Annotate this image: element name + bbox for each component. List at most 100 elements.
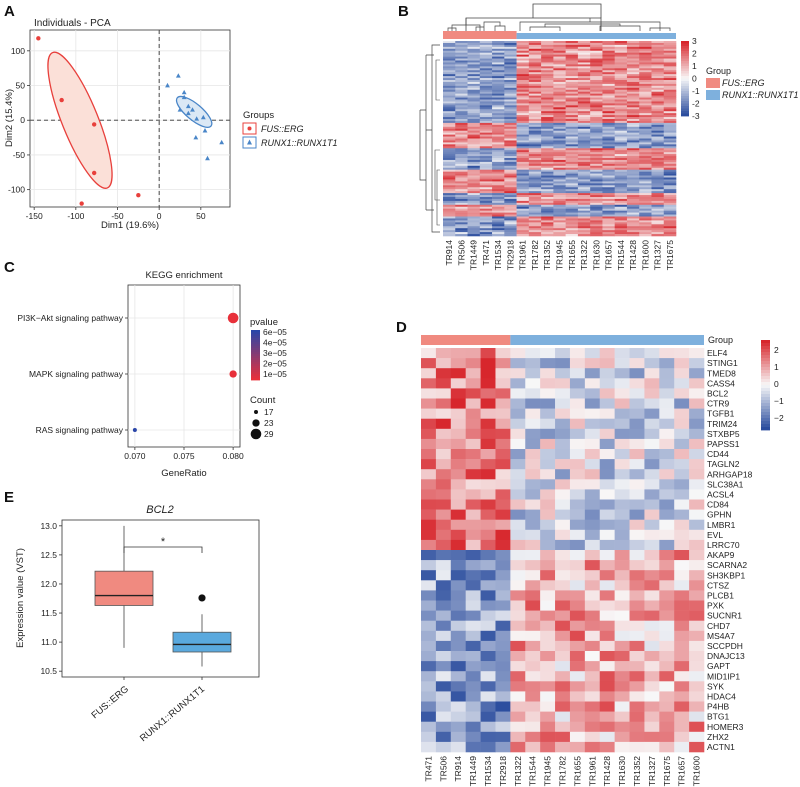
heatmap-b-cell xyxy=(541,185,554,188)
heatmap-b-cell xyxy=(504,50,517,53)
heatmap-b-cell xyxy=(516,41,530,44)
heatmap-b-cell xyxy=(565,62,579,65)
heatmap-d-cell xyxy=(659,570,675,581)
heatmap-d-cell xyxy=(629,661,645,672)
heatmap-b-cell xyxy=(565,212,579,215)
heatmap-b-cell xyxy=(492,72,505,75)
heatmap-b-cell xyxy=(516,144,530,147)
kegg-pvalue-gradient-step xyxy=(251,364,260,367)
heatmap-b-cell xyxy=(467,78,481,81)
heatmap-d-cell xyxy=(510,489,526,500)
pca-point-fus xyxy=(59,97,64,103)
heatmap-b-cell xyxy=(590,181,603,184)
heatmap-b-cell xyxy=(455,81,468,85)
heatmap-d-cell xyxy=(689,408,705,419)
heatmap-d-cell xyxy=(599,630,615,642)
heatmap-b-cell xyxy=(479,111,493,114)
heatmap-b-cell xyxy=(443,83,456,87)
heatmap-b-cell xyxy=(553,152,566,155)
heatmap-b-cell xyxy=(651,87,665,91)
heatmap-d-cell xyxy=(659,721,675,733)
heatmap-d-cell xyxy=(525,499,541,510)
heatmap-b-cell xyxy=(577,197,591,200)
heatmap-b-cell xyxy=(663,163,677,167)
heatmap-b-cell xyxy=(651,200,665,204)
heatmap-d-cell xyxy=(629,489,645,500)
heatmap-d-cell xyxy=(421,438,437,450)
heatmap-b-cell xyxy=(663,80,677,83)
heatmap-d-gene-label: CD84 xyxy=(707,500,729,510)
heatmap-b-cell xyxy=(479,138,493,141)
heatmap-d-cell xyxy=(450,570,466,581)
heatmap-b-cell xyxy=(614,117,628,120)
heatmap-b-cell xyxy=(577,177,591,180)
heatmap-b-cell xyxy=(455,115,468,118)
heatmap-b-cell xyxy=(577,148,591,151)
heatmap-b-cell xyxy=(639,185,652,188)
heatmap-b-cell xyxy=(577,124,591,128)
heatmap-b-cell xyxy=(565,138,579,141)
heatmap-b-cell xyxy=(651,187,665,190)
heatmap-b-cell xyxy=(455,220,468,223)
heatmap-d-cell xyxy=(659,671,675,682)
heatmap-b-cell xyxy=(455,179,468,182)
heatmap-b-cell xyxy=(602,124,615,128)
heatmap-d-cell xyxy=(629,438,645,450)
heatmap-b-cell xyxy=(663,62,677,65)
heatmap-d-sample-label: TR1657 xyxy=(677,756,687,787)
heatmap-b-cell xyxy=(492,181,505,184)
heatmap-b-cell xyxy=(590,204,603,208)
heatmap-b-cell xyxy=(528,175,542,178)
heatmap-b-cell xyxy=(651,54,665,57)
heatmap-b-cell xyxy=(614,130,628,133)
heatmap-d-colorbar-step xyxy=(761,379,770,383)
heatmap-b-cell xyxy=(467,232,481,235)
heatmap-b-cell xyxy=(590,179,603,182)
heatmap-d-colorbar-step xyxy=(761,373,770,377)
heatmap-b-cell xyxy=(577,181,591,184)
heatmap-b-cell xyxy=(455,64,468,67)
heatmap-b-cell xyxy=(492,48,505,52)
heatmap-b-cell xyxy=(504,120,517,124)
heatmap-b-cell xyxy=(528,230,542,233)
heatmap-d-cell xyxy=(465,348,481,359)
heatmap-b-cell xyxy=(651,138,665,141)
heatmap-d-cell xyxy=(629,741,645,753)
heatmap-b-cell xyxy=(663,234,677,237)
heatmap-b-colorbar-step xyxy=(681,88,689,92)
heatmap-b-cell xyxy=(602,187,615,190)
heatmap-d-cell xyxy=(480,701,496,712)
heatmap-b-cell xyxy=(479,140,493,143)
heatmap-d-cell xyxy=(480,428,496,440)
pca-point-runx xyxy=(205,155,210,161)
heatmap-b-cell xyxy=(516,146,530,149)
heatmap-d-cell xyxy=(614,459,630,470)
heatmap-d-cell xyxy=(465,590,481,601)
heatmap-b-cell xyxy=(443,179,456,182)
heatmap-b-cell xyxy=(541,212,554,215)
heatmap-d-gene-label: CASS4 xyxy=(707,378,735,388)
heatmap-b-cell xyxy=(639,132,652,135)
heatmap-b-cell xyxy=(443,183,456,186)
heatmap-b-cell xyxy=(590,208,603,211)
heatmap-b-cell xyxy=(651,173,665,176)
heatmap-b-cell xyxy=(663,165,677,169)
heatmap-b-cell xyxy=(651,142,665,145)
heatmap-d-colorbar-step xyxy=(761,382,770,386)
heatmap-d-cell xyxy=(480,630,496,642)
heatmap-b-cell xyxy=(455,148,468,151)
heatmap-b-cell xyxy=(455,208,468,211)
heatmap-d-cell xyxy=(569,721,586,733)
heatmap-d-cell xyxy=(480,398,496,409)
heatmap-d-cell xyxy=(450,479,466,490)
heatmap-b-cell xyxy=(467,193,481,196)
heatmap-b-cell xyxy=(590,85,603,89)
heatmap-b-cell xyxy=(577,91,591,94)
heatmap-b-cell xyxy=(565,185,579,188)
heatmap-b-cell xyxy=(565,171,579,174)
heatmap-b-cell xyxy=(492,89,505,92)
heatmap-d-cell xyxy=(495,428,511,440)
heatmap-b-cell xyxy=(492,60,505,63)
heatmap-b-cell xyxy=(455,197,468,200)
